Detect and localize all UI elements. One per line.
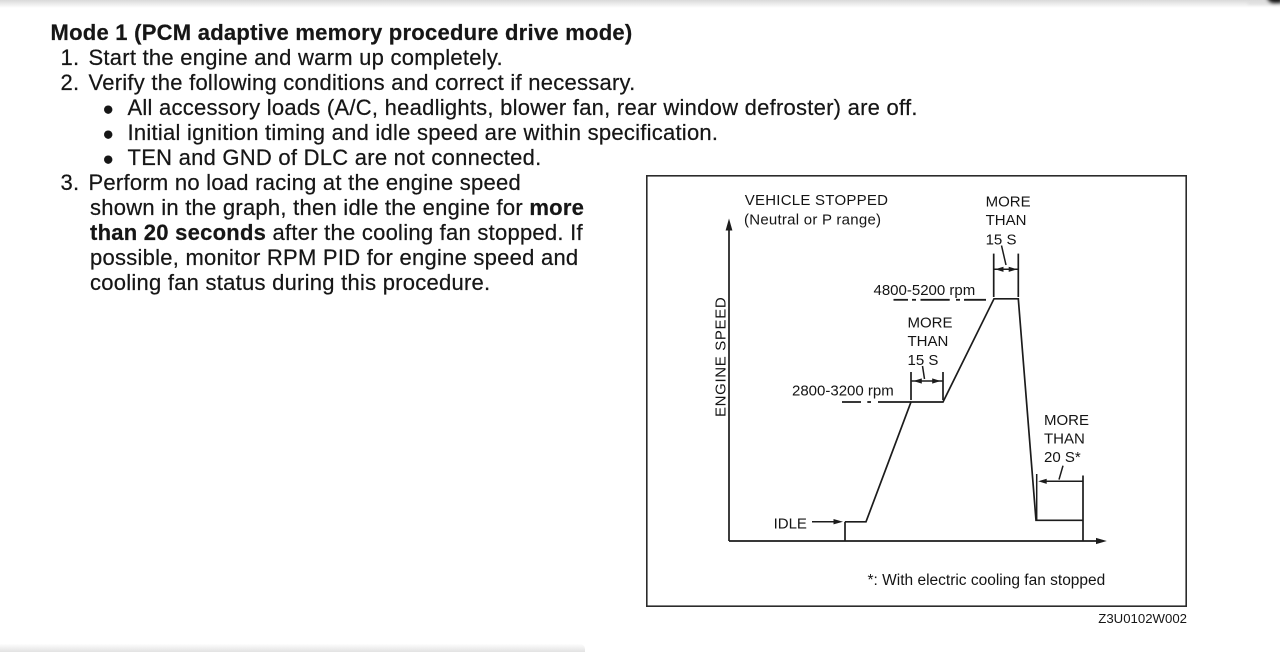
svg-text:(Neutral or P range): (Neutral or P range) [744,212,881,229]
svg-text:MORE: MORE [908,315,953,332]
svg-text:MORE: MORE [1044,412,1089,429]
svg-text:2800-3200 rpm: 2800-3200 rpm [792,383,894,400]
svg-text:THAN: THAN [986,212,1027,229]
svg-text:20 S*: 20 S* [1044,449,1081,466]
svg-text:VEHICLE STOPPED: VEHICLE STOPPED [745,192,889,209]
svg-text:MORE: MORE [986,194,1031,211]
svg-text:THAN: THAN [908,333,949,350]
svg-text:*: With electric cooling fan s: *: With electric cooling fan stopped [868,572,1106,589]
svg-text:THAN: THAN [1044,430,1085,447]
svg-text:IDLE: IDLE [774,515,807,532]
svg-text:ENGINE SPEED: ENGINE SPEED [713,297,730,417]
svg-text:15 S: 15 S [986,231,1017,248]
svg-text:4800-5200 rpm: 4800-5200 rpm [874,282,976,299]
svg-text:15 S: 15 S [908,352,939,369]
